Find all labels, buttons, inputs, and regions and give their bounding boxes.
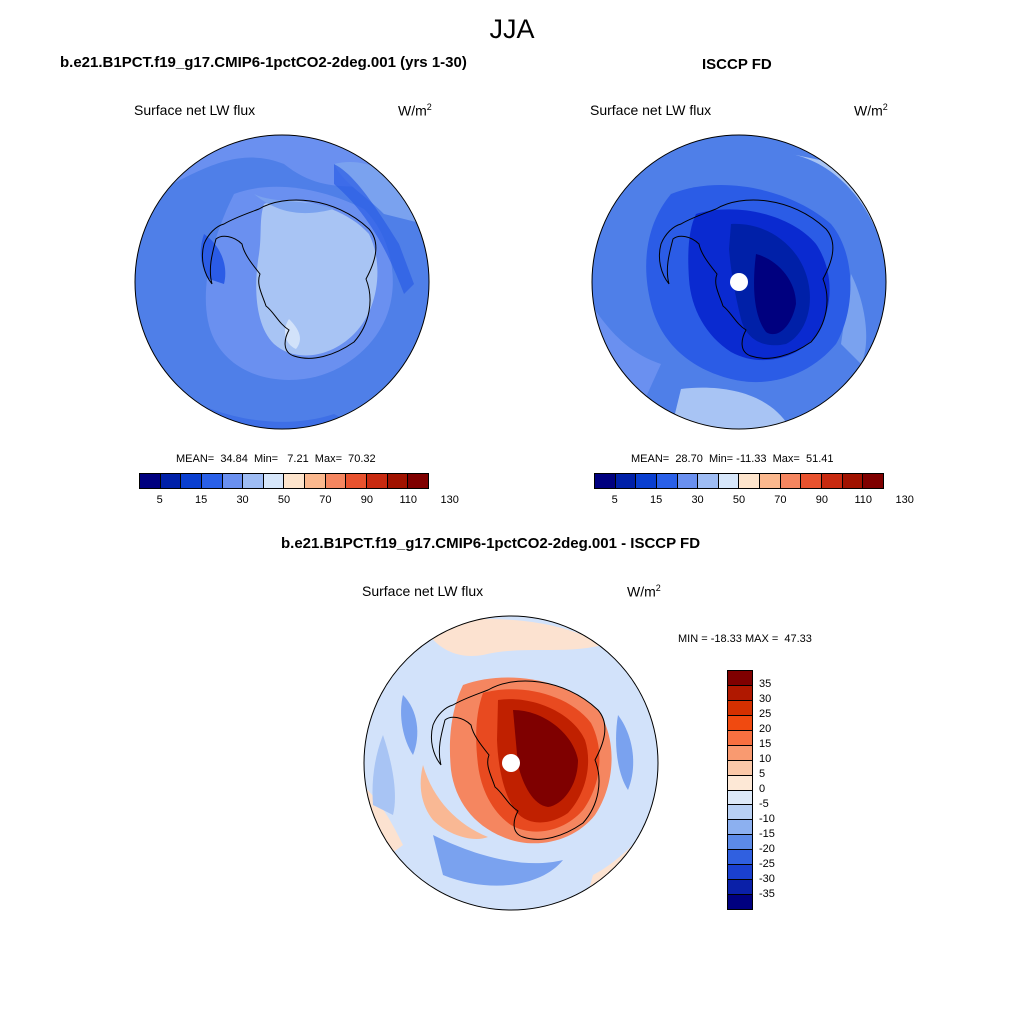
colorbar-swatch: [263, 474, 285, 488]
colorbar-swatch: [387, 474, 409, 488]
colorbar-tick-label: 30: [691, 494, 704, 506]
colorbar-swatch: [728, 685, 752, 701]
colorbar-swatch: [656, 474, 678, 488]
figure-title: JJA: [489, 14, 535, 44]
panel2-colorbar: [594, 473, 884, 489]
colorbar-swatch: [760, 474, 781, 488]
colorbar-tick-label: 0: [759, 783, 766, 795]
colorbar-swatch: [181, 474, 202, 488]
panel3-title: b.e21.B1PCT.f19_g17.CMIP6-1pctCO2-2deg.0…: [281, 535, 701, 552]
colorbar-tick-label: 30: [759, 693, 772, 705]
colorbar-tick-label: 5: [611, 494, 618, 506]
colorbar-tick-label: -25: [759, 858, 775, 870]
colorbar-swatch: [728, 880, 752, 896]
colorbar-tick-label: 130: [440, 494, 459, 506]
colorbar-swatch: [728, 805, 752, 821]
panel3-polar-map: [363, 615, 659, 911]
colorbar-tick-label: 20: [759, 723, 772, 735]
colorbar-tick-label: 130: [895, 494, 914, 506]
panel2-polar-map: [591, 134, 887, 430]
colorbar-swatch: [243, 474, 264, 488]
colorbar-swatch: [615, 474, 637, 488]
colorbar-swatch: [728, 730, 752, 746]
colorbar-swatch: [728, 850, 752, 866]
colorbar-swatch: [201, 474, 223, 488]
colorbar-tick-label: 35: [759, 678, 772, 690]
colorbar-tick-label: 5: [156, 494, 163, 506]
panel1-subtitle: Surface net LW flux: [134, 102, 256, 118]
colorbar-tick-label: 10: [759, 753, 772, 765]
panel2-stats: MEAN= 28.70 Min= -11.33 Max= 51.41: [631, 453, 834, 465]
colorbar-swatch: [160, 474, 182, 488]
panel3-colorbar: [727, 670, 753, 910]
panel2-title: ISCCP FD: [702, 56, 772, 73]
colorbar-swatch: [222, 474, 244, 488]
colorbar-tick-label: 110: [854, 494, 873, 506]
colorbar-tick-label: -5: [759, 798, 769, 810]
colorbar-swatch: [698, 474, 719, 488]
colorbar-tick-label: -20: [759, 843, 775, 855]
colorbar-swatch: [728, 835, 752, 851]
colorbar-swatch: [305, 474, 326, 488]
colorbar-tick-label: -30: [759, 873, 775, 885]
colorbar-swatch: [780, 474, 802, 488]
panel3-subtitle: Surface net LW flux: [362, 583, 484, 599]
colorbar-tick-label: 15: [650, 494, 663, 506]
colorbar-swatch: [595, 474, 616, 488]
colorbar-swatch: [728, 865, 752, 881]
colorbar-swatch: [728, 760, 752, 776]
colorbar-swatch: [728, 745, 752, 761]
colorbar-swatch: [728, 790, 752, 806]
colorbar-swatch: [346, 474, 368, 488]
colorbar-swatch: [284, 474, 306, 488]
panel2-units: W/m2: [854, 102, 888, 119]
colorbar-swatch: [801, 474, 823, 488]
colorbar-tick-label: 90: [360, 494, 373, 506]
colorbar-swatch: [728, 895, 752, 909]
colorbar-tick-label: 15: [195, 494, 208, 506]
colorbar-tick-label: 15: [759, 738, 772, 750]
colorbar-tick-label: -10: [759, 813, 775, 825]
panel1-title: b.e21.B1PCT.f19_g17.CMIP6-1pctCO2-2deg.0…: [60, 54, 467, 71]
panel1-stats: MEAN= 34.84 Min= 7.21 Max= 70.32: [176, 453, 376, 465]
colorbar-tick-label: 70: [774, 494, 787, 506]
colorbar-swatch: [677, 474, 699, 488]
colorbar-swatch: [140, 474, 161, 488]
colorbar-swatch: [739, 474, 761, 488]
colorbar-swatch: [842, 474, 864, 488]
colorbar-tick-label: 110: [399, 494, 418, 506]
colorbar-swatch: [367, 474, 388, 488]
colorbar-tick-label: 30: [236, 494, 249, 506]
colorbar-swatch: [718, 474, 740, 488]
colorbar-tick-label: 50: [732, 494, 746, 506]
colorbar-swatch: [728, 671, 752, 686]
colorbar-swatch: [728, 775, 752, 791]
colorbar-swatch: [636, 474, 657, 488]
colorbar-swatch: [728, 820, 752, 836]
panel3-units: W/m2: [627, 583, 661, 600]
panel2-subtitle: Surface net LW flux: [590, 102, 712, 118]
colorbar-tick-label: -35: [759, 888, 775, 900]
colorbar-tick-label: -15: [759, 828, 775, 840]
panel1-units: W/m2: [398, 102, 432, 119]
colorbar-tick-label: 5: [759, 768, 766, 780]
panel1-colorbar-ticks: 5 15 30 50 70 90 110 130: [139, 494, 459, 508]
colorbar-swatch: [408, 474, 428, 488]
colorbar-swatch: [728, 700, 752, 716]
colorbar-swatch: [728, 715, 752, 731]
colorbar-tick-label: 70: [319, 494, 332, 506]
colorbar-tick-label: 25: [759, 708, 772, 720]
colorbar-swatch: [863, 474, 883, 488]
panel3-colorbar-ticks: 35 30 25 20 15 10 5 0 -5 -10 -15 -20 -25 -30 -35: [759, 670, 799, 910]
colorbar-swatch: [822, 474, 843, 488]
panel2-colorbar-ticks: 5 15 30 50 70 90 110 130: [594, 494, 914, 508]
colorbar-swatch: [325, 474, 347, 488]
panel1-polar-map: [134, 134, 430, 430]
panel3-stats: MIN = -18.33 MAX = 47.33: [678, 633, 812, 645]
colorbar-tick-label: 50: [277, 494, 291, 506]
panel1-colorbar: [139, 473, 429, 489]
colorbar-tick-label: 90: [815, 494, 828, 506]
